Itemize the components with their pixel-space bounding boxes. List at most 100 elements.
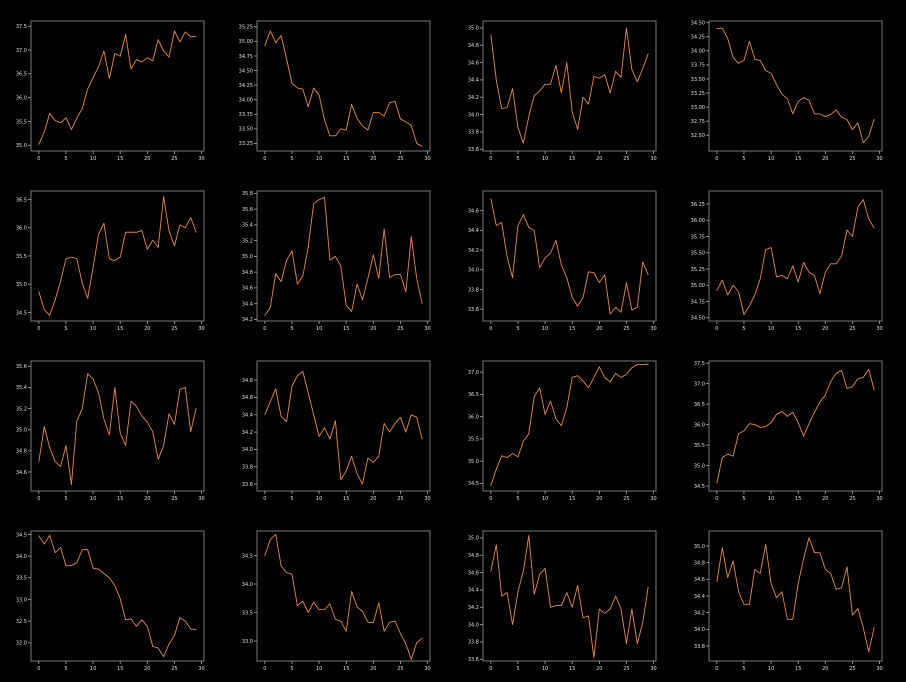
y-tick-label: 33.8 bbox=[468, 640, 479, 646]
y-tick-label: 37.0 bbox=[694, 381, 705, 387]
x-tick-label: 30 bbox=[650, 666, 656, 672]
y-tick-label: 36.00 bbox=[691, 218, 705, 224]
x-tick-label: 15 bbox=[117, 156, 123, 162]
x-tick-label: 0 bbox=[37, 156, 40, 162]
x-tick-label: 10 bbox=[90, 496, 96, 502]
x-tick-label: 0 bbox=[37, 326, 40, 332]
x-tick-label: 5 bbox=[290, 496, 293, 502]
x-tick-label: 30 bbox=[198, 326, 204, 332]
x-tick-label: 25 bbox=[849, 496, 855, 502]
x-tick-label: 25 bbox=[623, 496, 629, 502]
x-tick-label: 25 bbox=[849, 156, 855, 162]
plot-frame bbox=[482, 20, 657, 152]
x-tick-label: 30 bbox=[424, 666, 430, 672]
plot-frame bbox=[482, 360, 657, 492]
x-tick-label: 0 bbox=[263, 326, 266, 332]
x-tick-label: 25 bbox=[397, 666, 403, 672]
x-tick-label: 20 bbox=[144, 326, 150, 332]
plot-frame bbox=[256, 360, 431, 492]
x-tick-label: 20 bbox=[370, 156, 376, 162]
x-tick-label: 25 bbox=[397, 326, 403, 332]
y-tick-label: 36.5 bbox=[694, 402, 705, 408]
x-tick-label: 0 bbox=[489, 496, 492, 502]
plot-frame bbox=[482, 190, 657, 322]
x-tick-label: 20 bbox=[144, 666, 150, 672]
y-tick-label: 34.0 bbox=[242, 447, 253, 453]
x-tick-label: 10 bbox=[768, 496, 774, 502]
x-tick-label: 5 bbox=[516, 326, 519, 332]
y-tick-label: 34.75 bbox=[691, 299, 705, 305]
y-tick-label: 35.0 bbox=[16, 282, 27, 288]
x-tick-label: 25 bbox=[849, 666, 855, 672]
y-tick-label: 33.5 bbox=[16, 576, 27, 582]
y-tick-label: 35.0 bbox=[242, 254, 253, 260]
subplot-12: 0 5 10 15 20 25 30 34.5 35.0 35.5 36.0 36.5 37.0 37.5 bbox=[694, 360, 883, 502]
y-tick-label: 34.5 bbox=[242, 553, 253, 559]
y-tick-label: 35.5 bbox=[16, 119, 27, 125]
y-tick-label: 36.0 bbox=[694, 422, 705, 428]
x-tick-label: 15 bbox=[569, 666, 575, 672]
series-line bbox=[264, 196, 423, 316]
plot-frame bbox=[708, 360, 883, 492]
x-tick-label: 10 bbox=[542, 156, 548, 162]
series-line bbox=[38, 30, 197, 145]
x-tick-label: 25 bbox=[171, 496, 177, 502]
x-tick-label: 30 bbox=[876, 326, 882, 332]
y-tick-label: 35.6 bbox=[242, 207, 253, 213]
subplot-11: 0 5 10 15 20 25 30 34.5 35.0 35.5 36.0 36.5 37.0 bbox=[468, 360, 657, 502]
subplot-4: 0 5 10 15 20 25 30 32.50 32.75 33.00 33.25 33.50 33.… bbox=[691, 20, 883, 162]
y-tick-label: 35.25 bbox=[691, 267, 705, 273]
series-line bbox=[264, 370, 423, 485]
y-tick-label: 34.6 bbox=[694, 577, 705, 583]
y-tick-label: 34.5 bbox=[694, 484, 705, 490]
x-tick-label: 10 bbox=[542, 496, 548, 502]
y-tick-label: 35.00 bbox=[691, 283, 705, 289]
x-tick-label: 5 bbox=[742, 156, 745, 162]
series-line bbox=[716, 27, 875, 144]
x-tick-label: 20 bbox=[370, 496, 376, 502]
y-tick-label: 34.0 bbox=[694, 627, 705, 633]
x-tick-label: 15 bbox=[117, 496, 123, 502]
x-tick-label: 10 bbox=[316, 156, 322, 162]
y-tick-label: 34.2 bbox=[468, 605, 479, 611]
x-tick-label: 25 bbox=[171, 156, 177, 162]
x-tick-label: 20 bbox=[822, 326, 828, 332]
y-tick-label: 35.0 bbox=[16, 143, 27, 149]
x-tick-label: 20 bbox=[596, 666, 602, 672]
y-tick-label: 34.6 bbox=[468, 60, 479, 66]
y-tick-label: 35.5 bbox=[468, 437, 479, 443]
y-tick-label: 34.2 bbox=[468, 95, 479, 101]
x-tick-label: 10 bbox=[768, 666, 774, 672]
x-tick-label: 10 bbox=[90, 666, 96, 672]
x-tick-label: 10 bbox=[90, 326, 96, 332]
y-tick-label: 33.0 bbox=[242, 639, 253, 645]
subplot-6: 0 5 10 15 20 25 30 34.2 34.4 34.6 34.8 35.0 35.2 35.4… bbox=[242, 190, 431, 332]
x-tick-label: 30 bbox=[876, 496, 882, 502]
y-tick-label: 35.5 bbox=[16, 254, 27, 260]
x-tick-label: 15 bbox=[343, 326, 349, 332]
x-tick-label: 10 bbox=[542, 326, 548, 332]
x-tick-label: 15 bbox=[795, 496, 801, 502]
y-tick-label: 37.5 bbox=[694, 361, 705, 367]
y-tick-label: 34.00 bbox=[239, 97, 253, 103]
y-tick-label: 34.0 bbox=[242, 582, 253, 588]
y-tick-label: 34.0 bbox=[16, 554, 27, 560]
y-tick-label: 34.4 bbox=[468, 228, 479, 234]
y-tick-label: 34.8 bbox=[468, 43, 479, 49]
x-tick-label: 20 bbox=[144, 156, 150, 162]
x-tick-label: 15 bbox=[117, 326, 123, 332]
x-tick-label: 20 bbox=[596, 156, 602, 162]
series-line bbox=[38, 373, 197, 486]
x-tick-label: 10 bbox=[316, 666, 322, 672]
y-tick-label: 33.75 bbox=[239, 112, 253, 118]
subplot-14: 0 5 10 15 20 25 30 33.0 33.5 34.0 34.5 bbox=[242, 530, 431, 672]
y-tick-label: 34.25 bbox=[691, 35, 705, 41]
x-tick-label: 10 bbox=[316, 326, 322, 332]
series-line bbox=[490, 27, 649, 144]
y-tick-label: 34.4 bbox=[694, 594, 705, 600]
series-line bbox=[716, 198, 875, 315]
x-tick-label: 15 bbox=[569, 156, 575, 162]
subplot-9: 0 5 10 15 20 25 30 34.6 34.8 35.0 35.2 35.4 35.6 bbox=[16, 360, 205, 502]
subplot-2: 0 5 10 15 20 25 30 33.25 33.50 33.75 34.00 34.25 34.… bbox=[239, 20, 431, 162]
